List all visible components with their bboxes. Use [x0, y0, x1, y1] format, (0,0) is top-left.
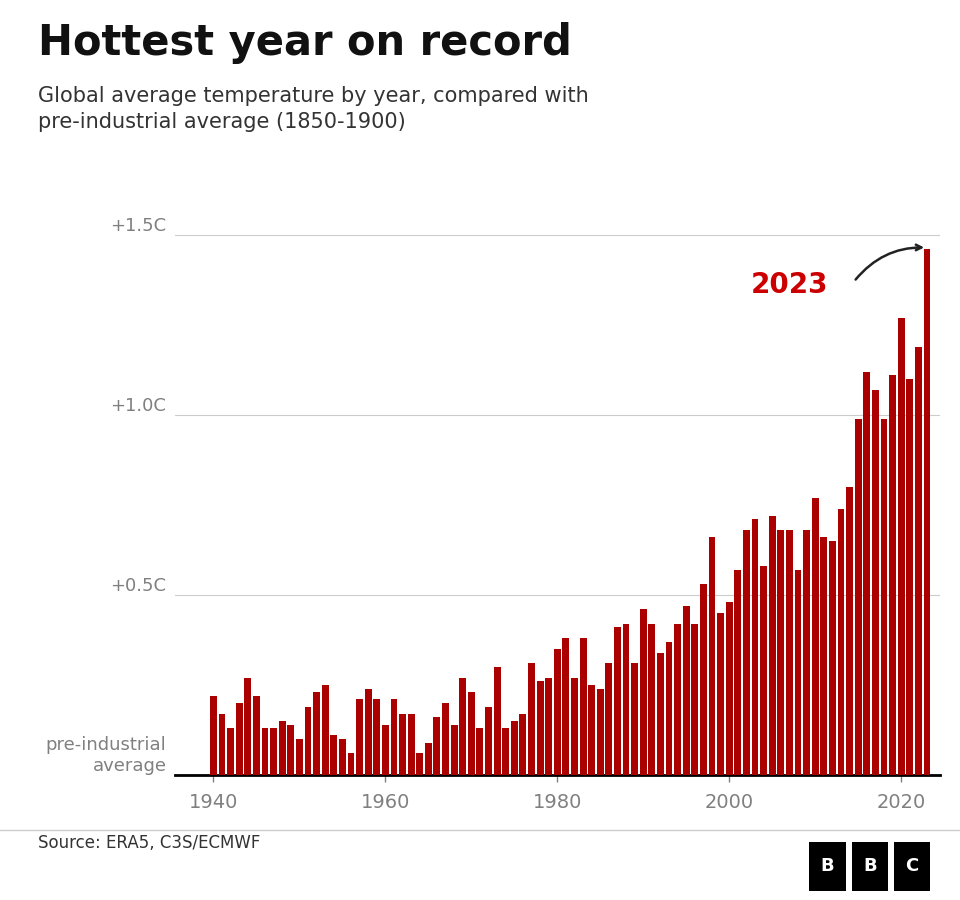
Bar [700, 584, 707, 775]
Bar [528, 663, 535, 775]
Bar [786, 530, 793, 775]
Bar [339, 739, 346, 775]
Bar [812, 498, 819, 775]
Bar [734, 570, 741, 775]
Bar [348, 753, 354, 775]
Bar [683, 606, 689, 775]
Bar [245, 678, 252, 775]
Bar [330, 735, 337, 775]
Bar [623, 624, 630, 775]
Bar [425, 742, 432, 775]
Bar [219, 714, 226, 775]
Text: Hottest year on record: Hottest year on record [38, 22, 572, 65]
Bar [468, 692, 475, 775]
Bar [450, 724, 458, 775]
Bar [606, 663, 612, 775]
Bar [674, 624, 681, 775]
Bar [889, 375, 896, 775]
Bar [924, 249, 930, 775]
Bar [545, 678, 552, 775]
Bar [717, 613, 724, 775]
Text: B: B [821, 857, 834, 875]
Bar [228, 728, 234, 775]
Bar [434, 717, 441, 775]
Bar [665, 642, 672, 775]
Bar [804, 530, 810, 775]
Bar [708, 537, 715, 775]
Bar [519, 714, 526, 775]
Bar [726, 602, 732, 775]
Bar [648, 624, 656, 775]
Bar [459, 678, 467, 775]
Bar [828, 541, 836, 775]
Bar [821, 537, 828, 775]
Bar [778, 530, 784, 775]
Bar [485, 706, 492, 775]
Bar [691, 624, 698, 775]
Bar [391, 699, 397, 775]
Bar [408, 714, 415, 775]
Bar [563, 638, 569, 775]
Bar [252, 696, 260, 775]
Bar [846, 487, 853, 775]
Bar [760, 566, 767, 775]
Bar [554, 649, 561, 775]
Bar [296, 739, 302, 775]
Bar [752, 519, 758, 775]
Bar [443, 703, 449, 775]
Bar [614, 627, 621, 775]
Bar [597, 688, 604, 775]
Bar [399, 714, 406, 775]
Bar [365, 688, 372, 775]
Bar [580, 638, 587, 775]
Bar [639, 609, 647, 775]
Bar [304, 706, 311, 775]
Bar [502, 728, 509, 775]
Bar [837, 508, 845, 775]
Bar [313, 692, 320, 775]
Bar [906, 379, 913, 775]
Bar [511, 721, 517, 775]
Bar [872, 390, 878, 775]
Bar [287, 724, 294, 775]
Bar [632, 663, 638, 775]
Bar [571, 678, 578, 775]
Text: B: B [863, 857, 876, 875]
Bar [382, 724, 389, 775]
Text: 2023: 2023 [751, 271, 828, 300]
Bar [863, 372, 870, 775]
Text: Global average temperature by year, compared with
pre-industrial average (1850-1: Global average temperature by year, comp… [38, 86, 589, 132]
Bar [261, 728, 269, 775]
Bar [898, 318, 904, 775]
Bar [236, 703, 243, 775]
Bar [743, 530, 750, 775]
Text: Source: ERA5, C3S/ECMWF: Source: ERA5, C3S/ECMWF [38, 834, 261, 852]
Bar [537, 681, 543, 775]
Bar [210, 696, 217, 775]
Bar [278, 721, 286, 775]
Bar [373, 699, 380, 775]
Text: C: C [905, 857, 919, 875]
Bar [476, 728, 483, 775]
Bar [270, 728, 277, 775]
Bar [795, 570, 802, 775]
Bar [322, 685, 328, 775]
Bar [854, 418, 862, 775]
Bar [356, 699, 363, 775]
Bar [915, 346, 922, 775]
Bar [657, 652, 664, 775]
Bar [493, 667, 500, 775]
Bar [880, 418, 887, 775]
Bar [769, 516, 776, 775]
Bar [417, 753, 423, 775]
Bar [588, 685, 595, 775]
